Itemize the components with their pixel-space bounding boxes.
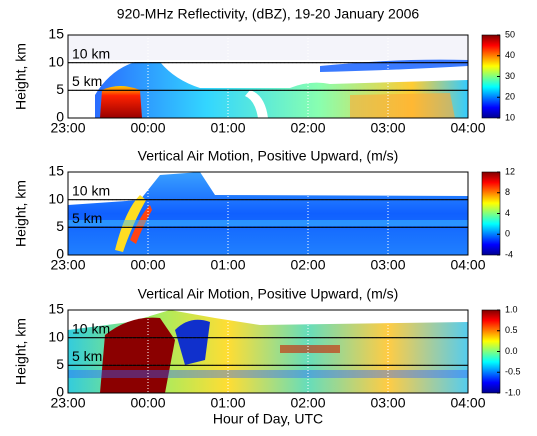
reference-label: 5 km [72,348,102,364]
colorbar-tick-label: 30 [505,71,515,81]
colorbar-tick-label: 1.0 [505,304,518,314]
reference-label: 5 km [72,73,102,89]
x-axis-label: Hour of Day, UTC [213,411,323,427]
x-tick-label: 00:00 [130,257,165,273]
panel-title: Vertical Air Motion, Positive Upward, (m… [138,148,399,164]
plot-frame [67,34,469,119]
plot-frame [67,309,469,394]
x-tick-label: 23:00 [50,120,85,136]
x-tick-label: 01:00 [210,395,245,411]
y-tick-label: 10 [48,53,64,69]
y-tick-label: 0 [56,246,64,262]
y-tick-label: 15 [48,163,64,179]
x-tick-label: 01:00 [210,120,245,136]
y-tick-label: 5 [56,218,64,234]
x-tick-label: 04:00 [450,120,485,136]
y-tick-label: 10 [48,328,64,344]
x-tick-label: 04:00 [450,257,485,273]
x-tick-label: 00:00 [130,120,165,136]
y-axis-label: Height, km [13,180,29,247]
colorbar-tick-label: 20 [505,92,515,102]
colorbar-tick-label: -1.0 [505,387,521,397]
reference-label: 10 km [72,320,110,336]
y-tick-label: 15 [48,301,64,317]
x-tick-label: 23:00 [50,395,85,411]
colorbar-tick-label: -0.5 [505,367,521,377]
panel-title: Vertical Air Motion, Positive Upward, (m… [138,286,399,302]
x-tick-label: 02:00 [290,120,325,136]
y-tick-label: 15 [48,26,64,42]
reference-label: 10 km [72,45,110,61]
x-tick-label: 00:00 [130,395,165,411]
velocity-image [68,172,468,255]
colorbar-tick-label: -4 [505,249,513,259]
colorbar-tick-label: 0.5 [505,325,518,335]
colorbar-tick-label: 10 [505,112,515,122]
x-tick-label: 03:00 [370,120,405,136]
reference-label: 10 km [72,182,110,198]
y-tick-label: 10 [48,190,64,206]
y-tick-label: 0 [56,384,64,400]
x-tick-label: 01:00 [210,257,245,273]
x-tick-label: 04:00 [450,395,485,411]
y-axis-label: Height, km [13,318,29,385]
x-tick-label: 02:00 [290,395,325,411]
colorbar-tick-label: 4 [505,208,510,218]
colorbar-tick-label: 0 [505,229,510,239]
x-tick-label: 02:00 [290,257,325,273]
y-axis-label: Height, km [13,43,29,110]
y-tick-label: 5 [56,356,64,372]
y-tick-label: 5 [56,81,64,97]
x-tick-label: 03:00 [370,257,405,273]
reference-label: 5 km [72,210,102,226]
x-tick-label: 03:00 [370,395,405,411]
panel-title: 920-MHz Reflectivity, (dBZ), 19-20 Janua… [117,6,420,22]
colorbar-tick-label: 50 [505,29,515,39]
colorbar-tick-label: 12 [505,166,515,176]
plot-frame [67,171,469,256]
radar-image [68,35,468,118]
velocity-image [68,310,468,393]
x-tick-label: 23:00 [50,257,85,273]
colorbar-tick-label: 0.0 [505,346,518,356]
y-tick-label: 0 [56,109,64,125]
colorbar-tick-label: 8 [505,187,510,197]
colorbar-tick-label: 40 [505,50,515,60]
